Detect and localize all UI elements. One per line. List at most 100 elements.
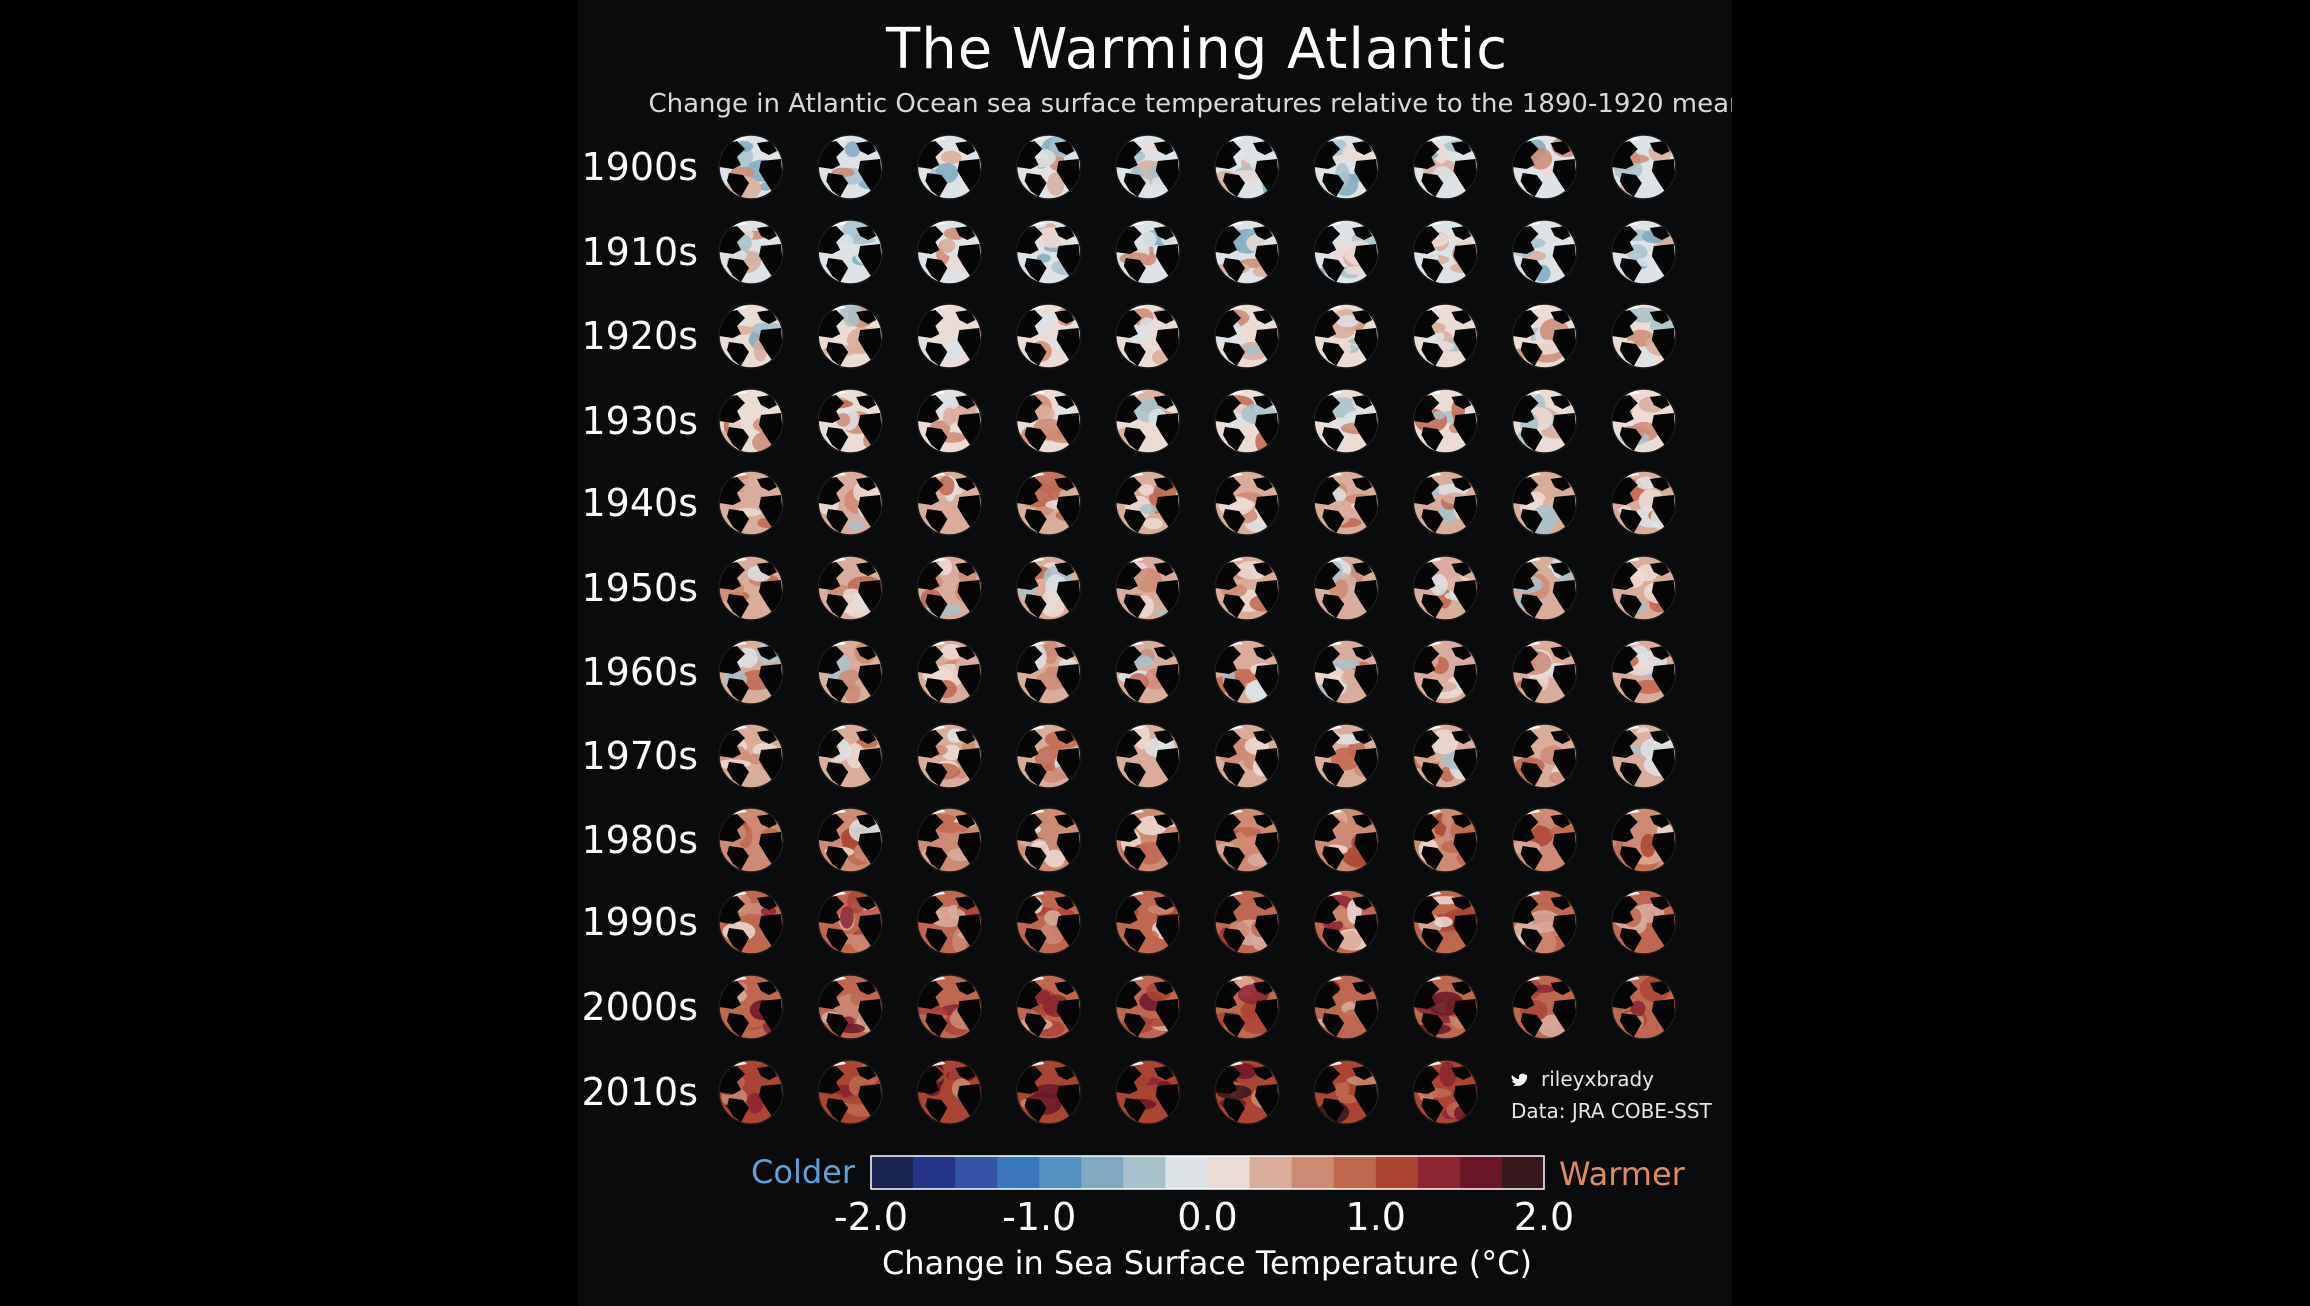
globe-1980s-1 bbox=[718, 807, 784, 873]
globe-1990s-7 bbox=[1313, 889, 1379, 955]
row-label-1920s: 1920s bbox=[581, 314, 698, 358]
colorbar-tick-0.0: 0.0 bbox=[1177, 1195, 1237, 1239]
globe-1940s-4 bbox=[1015, 470, 1082, 536]
globe-1900s-2 bbox=[817, 134, 883, 200]
globe-1980s-9 bbox=[1511, 807, 1578, 873]
globe-1900s-5 bbox=[1115, 134, 1181, 200]
globe-1920s-8 bbox=[1412, 303, 1479, 369]
globe-1920s-2 bbox=[817, 303, 883, 369]
globe-1970s-7 bbox=[1313, 723, 1379, 789]
globe-1980s-6 bbox=[1214, 807, 1280, 873]
globe-1930s-8 bbox=[1412, 388, 1479, 454]
globe-1940s-2 bbox=[817, 470, 883, 536]
globe-1900s-6 bbox=[1214, 134, 1280, 200]
globe-1980s-5 bbox=[1115, 807, 1181, 873]
globe-1910s-9 bbox=[1511, 219, 1578, 285]
globe-1900s-4 bbox=[1015, 134, 1082, 200]
colorbar bbox=[870, 1155, 1545, 1190]
globe-1980s-3 bbox=[916, 807, 983, 873]
globe-2000s-1 bbox=[718, 974, 784, 1040]
globe-1940s-9 bbox=[1511, 470, 1578, 536]
globe-1950s-7 bbox=[1313, 555, 1379, 621]
globe-1920s-9 bbox=[1511, 303, 1578, 369]
globe-1980s-4 bbox=[1015, 807, 1082, 873]
globe-1930s-6 bbox=[1214, 388, 1280, 454]
colorbar-swatch-12 bbox=[1333, 1156, 1377, 1189]
globe-1990s-2 bbox=[817, 889, 883, 955]
globe-1980s-2 bbox=[817, 807, 883, 873]
globe-2010s-2 bbox=[817, 1059, 883, 1125]
chart-title: The Warming Atlantic bbox=[885, 17, 1508, 82]
colorbar-swatch-13 bbox=[1375, 1156, 1419, 1189]
globe-1960s-9 bbox=[1511, 639, 1578, 705]
colorbar-tick-1.0: 1.0 bbox=[1346, 1195, 1406, 1239]
colorbar-swatch-4 bbox=[997, 1156, 1040, 1189]
globe-1960s-1 bbox=[718, 639, 784, 705]
globe-1930s-10 bbox=[1611, 388, 1677, 454]
globe-1950s-4 bbox=[1015, 555, 1082, 621]
chart-panel: The Warming Atlantic Change in Atlantic … bbox=[578, 0, 1732, 1306]
colorbar-swatch-5 bbox=[1039, 1156, 1082, 1189]
colder-label: Colder bbox=[751, 1153, 856, 1191]
twitter-bird-icon bbox=[1511, 1073, 1531, 1086]
globe-1970s-1 bbox=[718, 723, 784, 789]
globe-1930s-7 bbox=[1313, 388, 1379, 454]
globe-1920s-7 bbox=[1313, 303, 1379, 369]
colorbar-swatch-2 bbox=[913, 1156, 956, 1189]
colorbar-ticks: -2.0 -1.0 0.0 1.0 2.0 bbox=[834, 1195, 1574, 1239]
row-label-1960s: 1960s bbox=[581, 650, 698, 694]
row-label-1930s: 1930s bbox=[581, 399, 698, 443]
colorbar-swatch-16 bbox=[1501, 1156, 1545, 1189]
globe-1950s-9 bbox=[1511, 555, 1578, 621]
row-label-2010s: 2010s bbox=[581, 1070, 698, 1114]
twitter-handle: rileyxbrady bbox=[1541, 1067, 1654, 1091]
globe-1950s-5 bbox=[1115, 555, 1181, 621]
row-label-1970s: 1970s bbox=[581, 734, 698, 778]
globe-1990s-3 bbox=[916, 889, 983, 955]
globe-1950s-6 bbox=[1214, 555, 1280, 621]
globe-1910s-4 bbox=[1015, 219, 1082, 285]
globe-1920s-4 bbox=[1015, 303, 1082, 369]
colorbar-tick-2.0: 2.0 bbox=[1514, 1195, 1574, 1239]
colorbar-swatch-3 bbox=[955, 1156, 998, 1189]
row-label-1900s: 1900s bbox=[581, 145, 698, 189]
colorbar-swatch-15 bbox=[1459, 1156, 1503, 1189]
row-label-1950s: 1950s bbox=[581, 566, 698, 610]
globe-1970s-10 bbox=[1611, 723, 1677, 789]
colorbar-title: Change in Sea Surface Temperature (°C) bbox=[882, 1244, 1532, 1282]
globe-1940s-8 bbox=[1412, 470, 1479, 536]
globe-1900s-1 bbox=[718, 134, 784, 200]
globe-1910s-6 bbox=[1214, 219, 1280, 285]
warmer-label: Warmer bbox=[1559, 1155, 1686, 1193]
globe-1970s-5 bbox=[1115, 723, 1181, 789]
globe-1900s-8 bbox=[1412, 134, 1479, 200]
globe-1990s-4 bbox=[1015, 889, 1082, 955]
colorbar-swatch-7 bbox=[1123, 1156, 1166, 1189]
globe-grid bbox=[718, 134, 1677, 1125]
globe-1910s-5 bbox=[1115, 219, 1181, 285]
row-label-1990s: 1990s bbox=[581, 900, 698, 944]
row-labels: 1900s 1910s 1920s 1930s 1940s 1950s 1960s 1970s… bbox=[581, 145, 698, 1114]
globe-1910s-7 bbox=[1313, 219, 1379, 285]
row-label-1910s: 1910s bbox=[581, 230, 698, 274]
globe-1970s-9 bbox=[1511, 723, 1578, 789]
colorbar-swatch-11 bbox=[1291, 1156, 1335, 1189]
globe-1940s-10 bbox=[1611, 470, 1677, 536]
globe-1990s-1 bbox=[718, 889, 784, 955]
globe-1920s-10 bbox=[1611, 303, 1677, 369]
globe-2010s-8 bbox=[1412, 1059, 1479, 1125]
row-label-2000s: 2000s bbox=[581, 985, 698, 1029]
globe-2000s-5 bbox=[1115, 974, 1181, 1040]
globe-1990s-9 bbox=[1511, 889, 1578, 955]
globe-1990s-5 bbox=[1115, 889, 1181, 955]
colorbar-tick--1.0: -1.0 bbox=[1002, 1195, 1076, 1239]
globe-1940s-6 bbox=[1214, 470, 1280, 536]
globe-1910s-10 bbox=[1611, 219, 1677, 285]
globe-2010s-4 bbox=[1015, 1059, 1082, 1125]
globe-2000s-2 bbox=[817, 974, 883, 1040]
globe-1950s-3 bbox=[916, 555, 983, 621]
globe-1960s-6 bbox=[1214, 639, 1280, 705]
globe-2000s-3 bbox=[916, 974, 983, 1040]
colorbar-swatch-10 bbox=[1249, 1156, 1293, 1189]
globe-2000s-10 bbox=[1611, 974, 1677, 1040]
